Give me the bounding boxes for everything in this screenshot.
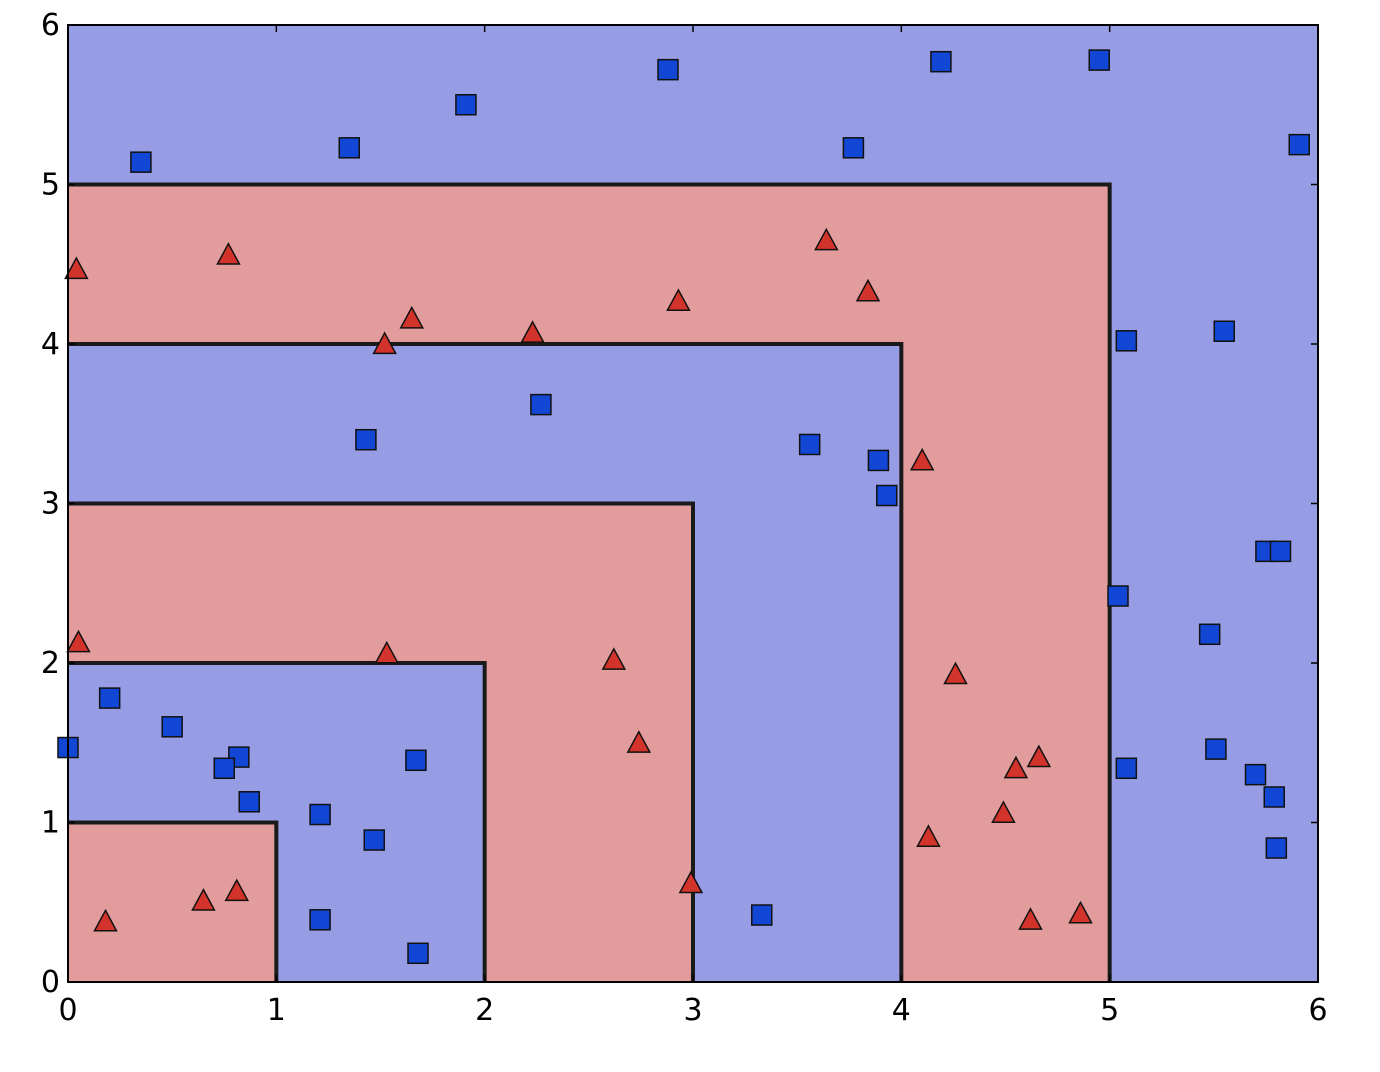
square-point-7	[1288, 133, 1310, 156]
triangle-point-9	[66, 629, 91, 653]
x-tick-label: 4	[892, 993, 911, 1028]
axis-ticks	[67, 24, 1319, 983]
triangle-point-10	[374, 640, 400, 664]
square-point-19	[98, 687, 121, 709]
x-tick-label: 3	[683, 993, 702, 1028]
triangle-point-8	[909, 447, 935, 471]
y-tick-label: 1	[41, 806, 60, 841]
triangle-point-1	[216, 242, 241, 265]
square-point-25	[238, 791, 260, 813]
triangle-point-22	[1018, 907, 1043, 930]
square-point-32	[1205, 738, 1227, 760]
region-red-5	[68, 822, 277, 982]
triangle-point-7	[855, 278, 881, 302]
triangle-point-13	[943, 661, 968, 685]
x-tick-label: 1	[267, 993, 286, 1028]
square-point-18	[1198, 623, 1221, 646]
y-tick-label: 2	[41, 646, 60, 681]
square-point-1	[338, 137, 360, 159]
square-point-5	[1088, 49, 1110, 71]
boundary-line-5	[68, 820, 279, 982]
square-point-16	[1269, 540, 1292, 563]
y-tick-label: 5	[41, 168, 60, 203]
triangle-point-2	[399, 305, 425, 329]
square-point-4	[930, 50, 952, 73]
triangle-point-14	[1003, 755, 1029, 779]
triangle-point-17	[916, 824, 941, 847]
square-point-13	[867, 449, 890, 472]
x-tick-label: 2	[475, 993, 494, 1028]
square-point-34	[1263, 786, 1285, 808]
triangle-point-20	[224, 878, 250, 902]
triangle-point-12	[626, 730, 652, 753]
square-point-35	[1265, 837, 1288, 859]
boundary-line-2	[68, 342, 904, 982]
square-point-24	[405, 749, 427, 772]
square-point-17	[1107, 585, 1129, 607]
square-point-9	[1213, 320, 1235, 342]
boundary-line-1	[68, 182, 1112, 982]
square-point-23	[213, 757, 235, 780]
square-point-29	[407, 942, 429, 965]
boundary-line-3	[68, 501, 695, 982]
square-point-8	[1115, 330, 1138, 352]
triangle-point-11	[601, 647, 627, 670]
square-point-30	[751, 904, 773, 926]
x-axis-tick-labels: 0 1 2 3 4 5 6	[58, 993, 1327, 1028]
square-point-28	[309, 909, 331, 931]
square-point-31	[1115, 757, 1138, 780]
triangle-point-16	[991, 800, 1016, 824]
square-point-0	[130, 151, 152, 173]
square-point-12	[798, 433, 821, 456]
square-point-14	[876, 484, 898, 507]
square-point-27	[363, 829, 385, 851]
triangle-point-21	[678, 870, 704, 894]
x-tick-label: 6	[1308, 993, 1327, 1028]
triangle-point-5	[666, 288, 691, 312]
y-tick-label: 6	[41, 8, 60, 43]
square-point-3	[657, 58, 679, 81]
square-point-11	[355, 428, 377, 451]
square-point-20	[161, 716, 183, 738]
x-tick-label: 5	[1100, 993, 1119, 1028]
square-point-2	[455, 94, 477, 116]
triangle-point-18	[93, 908, 118, 932]
square-point-10	[530, 393, 552, 416]
data-points	[57, 49, 1310, 965]
triangle-point-0	[64, 256, 89, 280]
y-tick-label: 0	[41, 965, 60, 1000]
y-tick-label: 3	[41, 487, 60, 522]
decision-boundaries	[68, 182, 1112, 982]
x-tick-label: 0	[58, 993, 77, 1028]
y-axis-tick-labels: 0 1 2 3 4 5 6	[41, 8, 60, 1000]
triangle-point-4	[520, 320, 545, 343]
boundary-line-4	[68, 661, 487, 982]
triangle-point-6	[814, 227, 839, 251]
triangle-point-19	[191, 888, 216, 911]
square-point-26	[309, 803, 331, 826]
triangle-point-3	[372, 331, 397, 355]
triangle-point-23	[1068, 900, 1093, 924]
square-point-6	[842, 137, 865, 159]
y-tick-label: 4	[41, 327, 60, 362]
square-point-33	[1244, 763, 1267, 786]
triangle-point-15	[1026, 744, 1052, 768]
